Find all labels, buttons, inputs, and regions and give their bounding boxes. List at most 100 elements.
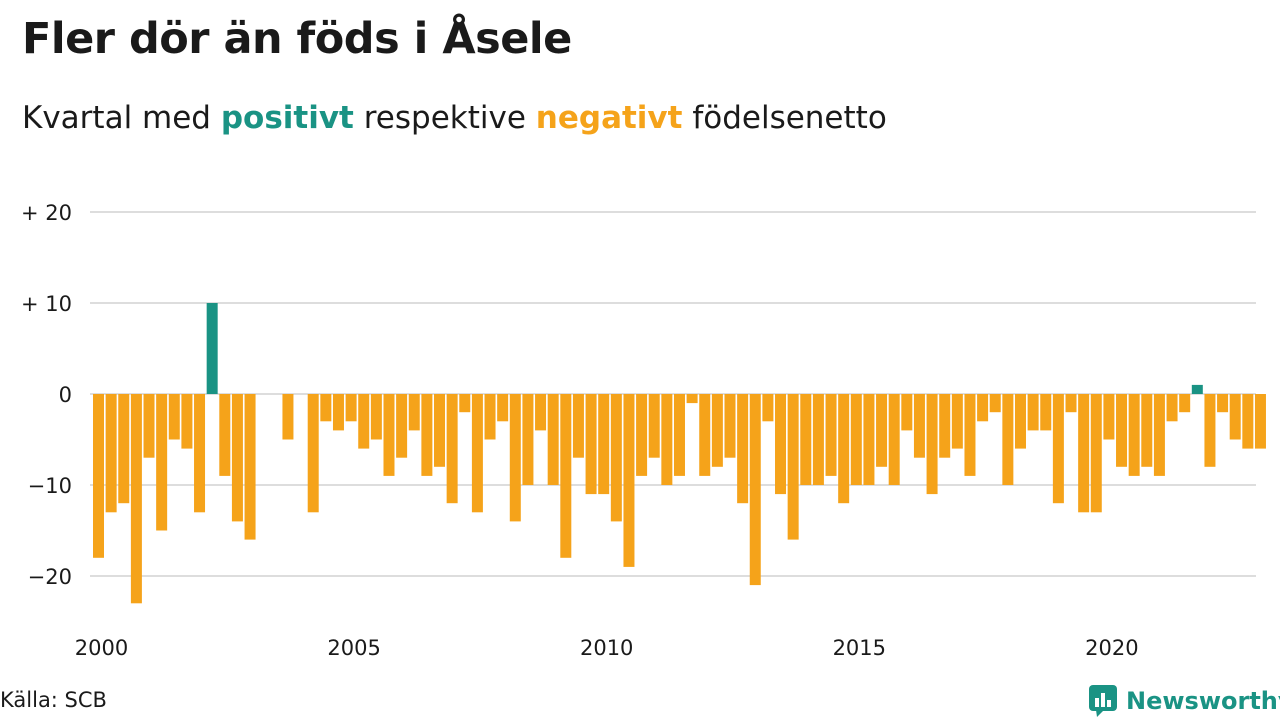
bar — [838, 394, 850, 504]
bar — [1103, 394, 1115, 440]
bar — [724, 394, 736, 458]
bar — [459, 394, 471, 413]
bar — [939, 394, 951, 458]
y-tick-label: 0 — [59, 383, 72, 407]
bar — [648, 394, 660, 458]
bar — [1078, 394, 1090, 513]
x-tick-label: 2020 — [1085, 636, 1138, 660]
bar — [598, 394, 610, 495]
subtitle-positive-label: positivt — [220, 100, 354, 136]
bar — [1153, 394, 1165, 476]
bar — [282, 394, 294, 440]
y-tick-label: + 10 — [21, 292, 72, 316]
bar — [332, 394, 344, 431]
bar — [1166, 394, 1178, 422]
bar — [1128, 394, 1140, 476]
bar — [686, 394, 698, 404]
bar — [825, 394, 837, 476]
bar-chart: + 20 + 10 0 −10 −20 2000 2005 2010 2015 2020 — [21, 201, 1266, 660]
bar — [535, 394, 547, 431]
bar — [673, 394, 685, 476]
bar — [610, 394, 622, 522]
bar — [787, 394, 799, 540]
bar — [522, 394, 534, 485]
bar — [156, 394, 168, 531]
bar — [1229, 394, 1241, 440]
bars — [93, 303, 1266, 604]
bar — [812, 394, 824, 485]
bar — [206, 303, 218, 394]
bar — [168, 394, 180, 440]
bar — [244, 394, 256, 540]
bar — [383, 394, 395, 476]
bar — [1179, 394, 1191, 413]
bar — [471, 394, 483, 513]
bar — [572, 394, 584, 458]
bar — [863, 394, 875, 485]
bar — [370, 394, 382, 440]
bar — [964, 394, 976, 476]
bar — [888, 394, 900, 485]
bar — [737, 394, 749, 504]
bar — [1027, 394, 1039, 431]
bar — [800, 394, 812, 485]
bar — [231, 394, 243, 522]
bar — [913, 394, 925, 458]
bar — [118, 394, 130, 504]
bar — [901, 394, 913, 431]
source-note: Källa: SCB — [0, 688, 107, 712]
bar — [434, 394, 446, 467]
bar — [636, 394, 648, 476]
bar — [307, 394, 319, 513]
bar — [926, 394, 938, 495]
bar — [484, 394, 496, 440]
bar — [775, 394, 787, 495]
x-tick-label: 2005 — [327, 636, 380, 660]
bar — [1014, 394, 1026, 449]
chart-title: Fler dör än föds i Åsele — [22, 14, 572, 64]
y-tick-label: −20 — [28, 565, 72, 589]
bar — [143, 394, 155, 458]
bar — [876, 394, 888, 467]
bar — [446, 394, 458, 504]
bar — [105, 394, 117, 513]
bar — [509, 394, 521, 522]
bar — [951, 394, 963, 449]
bar — [358, 394, 370, 449]
bar — [497, 394, 509, 422]
bar — [623, 394, 635, 567]
y-tick-label: −10 — [28, 474, 72, 498]
y-tick-label: + 20 — [21, 201, 72, 225]
bar — [421, 394, 433, 476]
newsworthy-logo: Newsworthy — [1088, 684, 1280, 718]
bar — [1002, 394, 1014, 485]
chart-subtitle: Kvartal med positivt respektive negativt… — [22, 100, 887, 136]
brand-name: Newsworthy — [1126, 687, 1280, 715]
subtitle-text-3: födelsenetto — [682, 100, 887, 136]
bar — [547, 394, 559, 485]
bar — [345, 394, 357, 422]
bar — [1040, 394, 1052, 431]
bar — [585, 394, 597, 495]
bar — [850, 394, 862, 485]
subtitle-text-2: respektive — [353, 100, 536, 136]
bar — [408, 394, 420, 431]
bar — [219, 394, 231, 476]
bar — [711, 394, 723, 467]
bar — [320, 394, 332, 422]
bar — [699, 394, 711, 476]
bar — [749, 394, 761, 586]
bar — [396, 394, 408, 458]
bar — [977, 394, 989, 422]
bar — [661, 394, 673, 485]
subtitle-text-1: Kvartal med — [22, 100, 221, 136]
bar — [181, 394, 193, 449]
axis-labels: + 20 + 10 0 −10 −20 2000 2005 2010 2015 2020 — [21, 201, 1139, 660]
x-tick-label: 2015 — [833, 636, 886, 660]
bar — [1141, 394, 1153, 467]
bar — [1052, 394, 1064, 504]
bar — [1242, 394, 1254, 449]
subtitle-negative-label: negativt — [535, 100, 683, 136]
bar — [762, 394, 774, 422]
bar — [560, 394, 572, 558]
